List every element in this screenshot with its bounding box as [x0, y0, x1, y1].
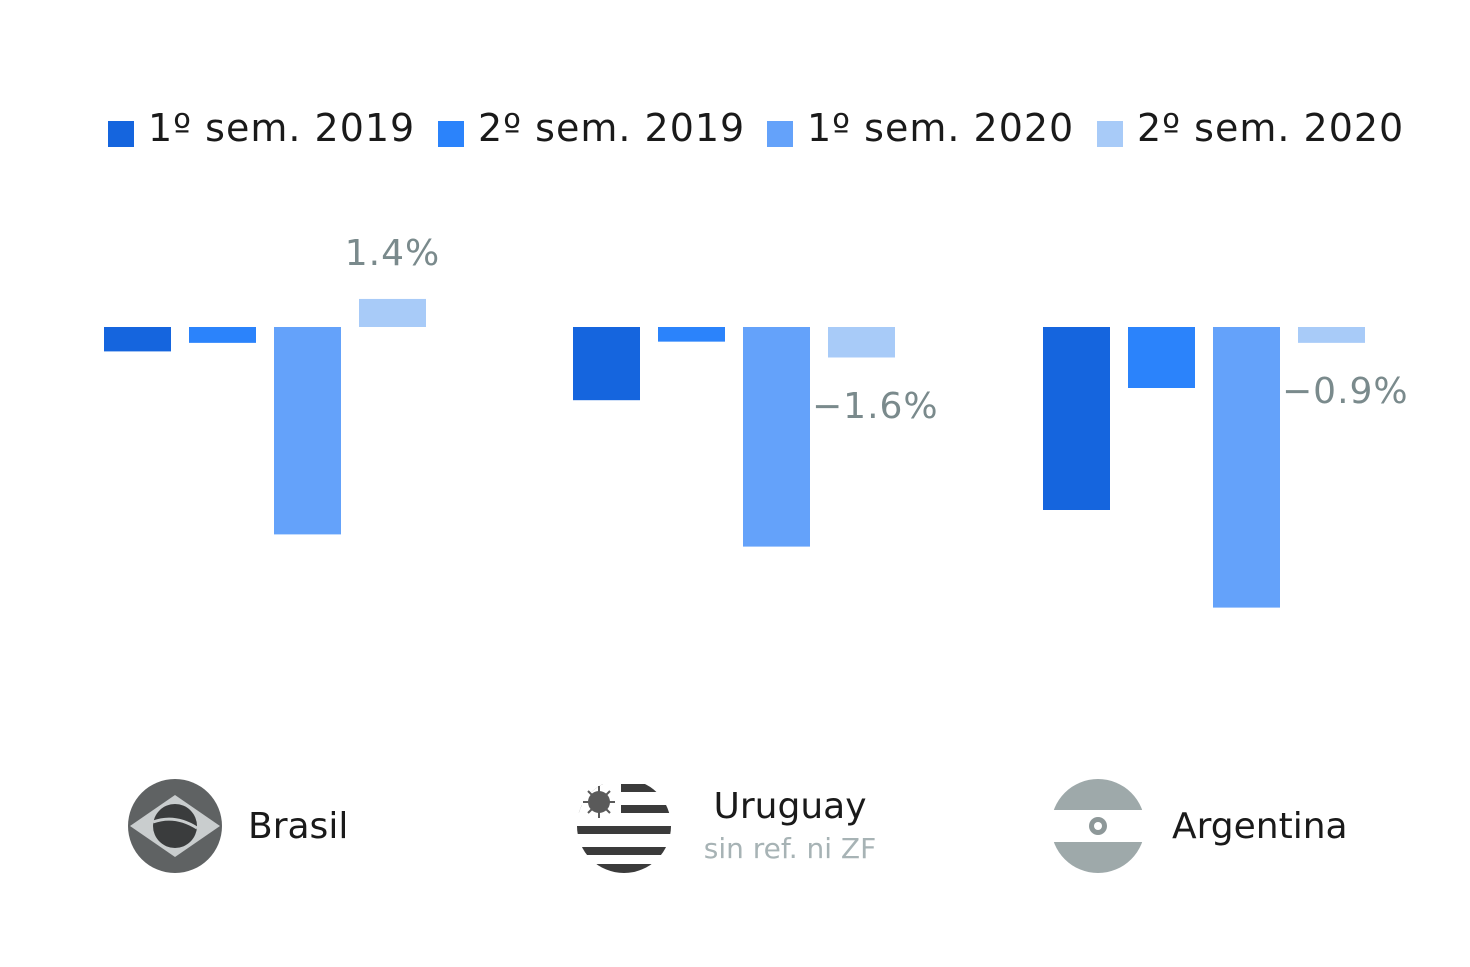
- bar-1-series-4: [359, 298, 426, 327]
- legend-swatch-2: [438, 121, 464, 147]
- uruguay-flag-icon: [577, 779, 671, 873]
- legend-label-1: 1º sem. 2019: [148, 106, 415, 150]
- bar-3-series-1: [1043, 327, 1110, 510]
- bar-2-series-4: [828, 327, 895, 358]
- legend-label-2: 2º sem. 2019: [478, 106, 745, 150]
- argentina-flag-icon: [1051, 779, 1145, 873]
- legend-item-2: 2º sem. 2019: [438, 106, 745, 150]
- legend-item-3: 1º sem. 2020: [767, 106, 1074, 150]
- brazil-flag-icon: [128, 779, 222, 873]
- legend: 1º sem. 2019 2º sem. 2019 1º sem. 2020 2º s…: [108, 106, 1404, 150]
- legend-label-3: 1º sem. 2020: [807, 106, 1074, 150]
- data-labels: 1.4% −1.6% −0.9%: [345, 233, 1409, 427]
- data-label-2: −1.6%: [812, 386, 939, 427]
- bar-3-series-2: [1128, 327, 1195, 388]
- country-name-uruguay: Uruguay: [714, 786, 867, 827]
- bar-3-series-4: [1298, 327, 1365, 343]
- bar-1-series-2: [189, 327, 256, 343]
- legend-swatch-3: [767, 121, 793, 147]
- data-label-1: 1.4%: [345, 233, 440, 274]
- data-label-3: −0.9%: [1282, 371, 1409, 412]
- bar-1-series-1: [104, 327, 171, 352]
- bars: [104, 298, 1365, 608]
- legend-item-1: 1º sem. 2019: [108, 106, 415, 150]
- bar-2-series-2: [658, 327, 725, 342]
- bar-2-series-3: [743, 327, 810, 547]
- bar-3-series-3: [1213, 327, 1280, 608]
- legend-item-4: 2º sem. 2020: [1097, 106, 1404, 150]
- bar-1-series-3: [274, 327, 341, 535]
- legend-swatch-4: [1097, 121, 1123, 147]
- legend-label-4: 2º sem. 2020: [1137, 106, 1404, 150]
- country-name-brasil: Brasil: [248, 806, 348, 847]
- legend-swatch-1: [108, 121, 134, 147]
- country-name-argentina: Argentina: [1172, 806, 1348, 847]
- country-note-uruguay: sin ref. ni ZF: [704, 832, 876, 865]
- bar-2-series-1: [573, 327, 640, 401]
